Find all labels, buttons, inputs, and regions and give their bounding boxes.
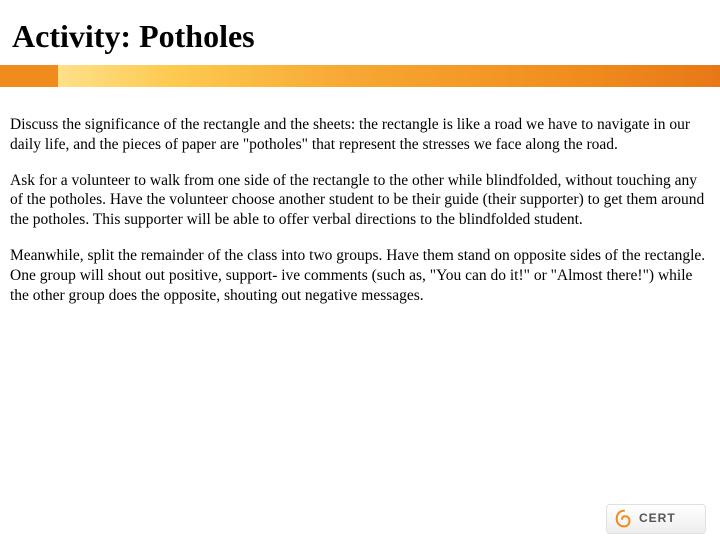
paragraph: Ask for a volunteer to walk from one sid… bbox=[10, 171, 706, 230]
footer-logo-area: CERT bbox=[596, 498, 706, 534]
divider-gradient bbox=[58, 65, 720, 87]
logo-badge: CERT bbox=[606, 504, 706, 534]
logo-swirl-icon bbox=[613, 508, 635, 530]
divider-accent-block bbox=[0, 65, 58, 87]
logo-text: CERT bbox=[639, 511, 676, 525]
paragraph: Meanwhile, split the remainder of the cl… bbox=[10, 246, 706, 305]
slide-title: Activity: Potholes bbox=[0, 0, 720, 65]
divider-bar bbox=[0, 65, 720, 87]
paragraph: Discuss the significance of the rectangl… bbox=[10, 115, 706, 155]
body-content: Discuss the significance of the rectangl… bbox=[0, 115, 720, 306]
